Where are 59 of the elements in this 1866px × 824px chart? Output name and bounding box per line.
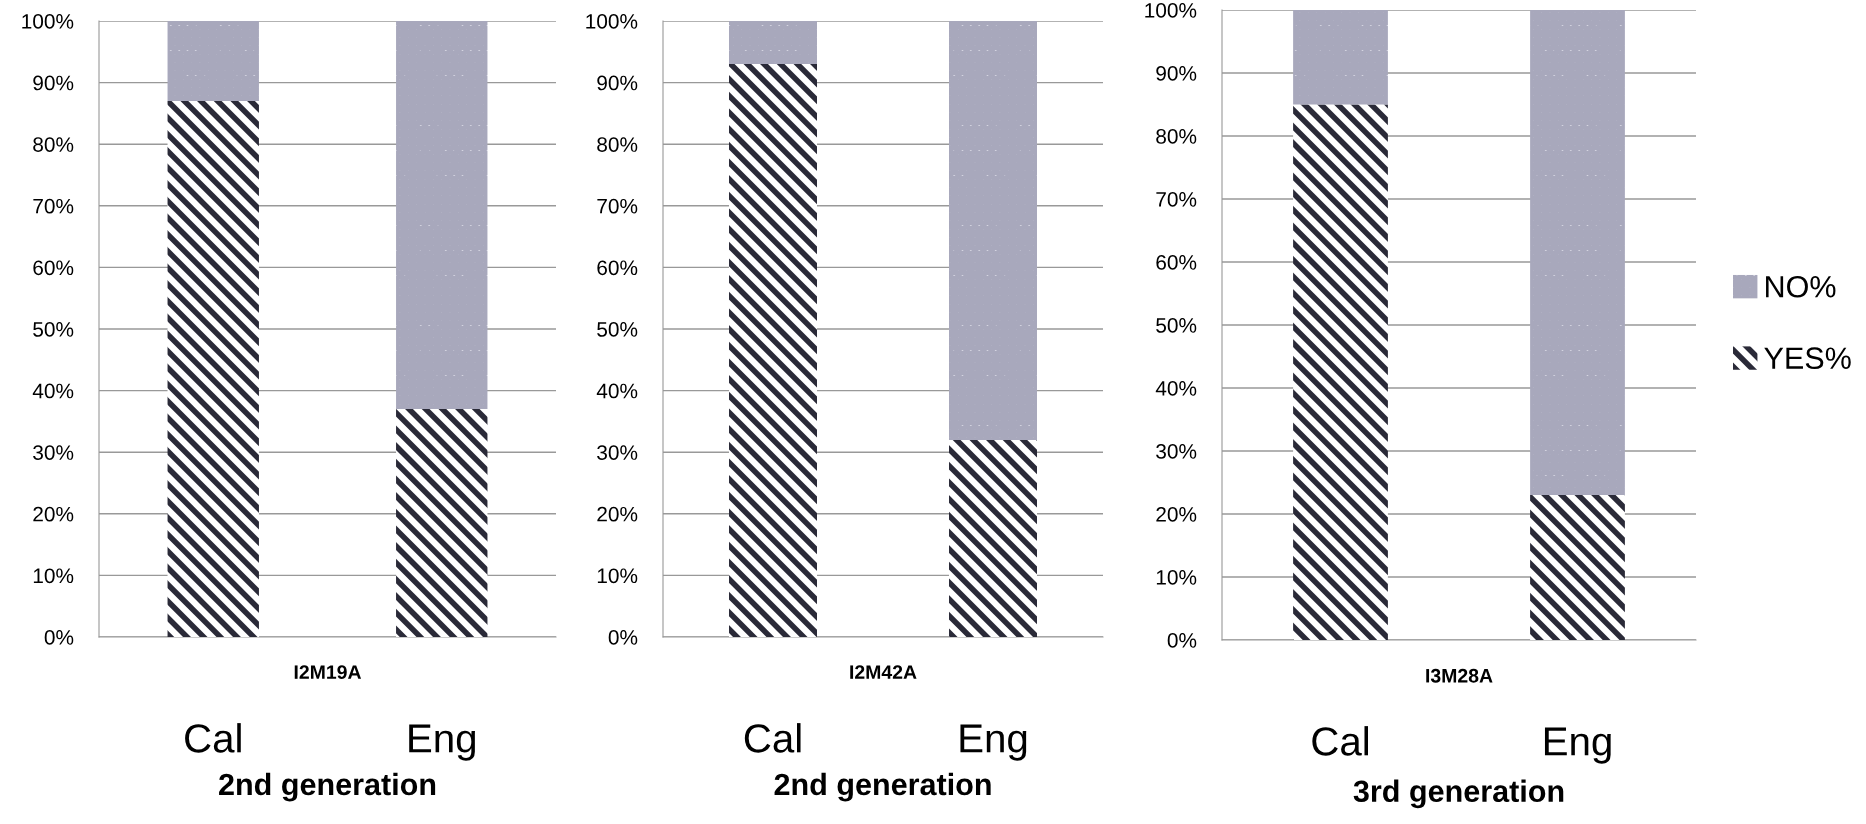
- y-tick-label: 70%: [597, 198, 638, 214]
- y-tick-label: 10%: [33, 568, 74, 584]
- y-tick-label: 30%: [597, 445, 638, 460]
- bar: [1530, 495, 1625, 640]
- bar: [729, 64, 817, 637]
- y-tick-label: 60%: [597, 260, 638, 276]
- y-tick-label: 80%: [597, 137, 638, 152]
- y-tick-label: 80%: [1156, 129, 1197, 144]
- y-tick-label: 60%: [1156, 255, 1197, 270]
- x-tick-label: Cal: [1312, 726, 1369, 756]
- bar: [1293, 104, 1388, 640]
- x-tick-label: Eng: [409, 724, 475, 761]
- y-tick-label: 50%: [597, 322, 638, 337]
- y-tick-label: 20%: [597, 506, 638, 522]
- y-tick-label: 0%: [44, 630, 74, 645]
- bar: [949, 21, 1037, 440]
- bar: [396, 21, 488, 410]
- y-tick-label: 40%: [32, 383, 74, 399]
- y-tick-label: 40%: [1155, 381, 1197, 396]
- x-tick-label: Eng: [1544, 727, 1611, 764]
- y-tick-label: 30%: [1156, 444, 1197, 459]
- bar: [1530, 10, 1625, 496]
- y-tick-label: 0%: [1167, 633, 1197, 648]
- y-tick-label: 60%: [33, 260, 74, 276]
- y-tick-label: 100%: [1145, 3, 1197, 18]
- x-axis-title: I3M28A: [1426, 668, 1493, 683]
- text: 2nd generation: [219, 772, 436, 802]
- bar: [396, 409, 488, 637]
- y-tick-label: 90%: [597, 75, 638, 91]
- x-tick-label: Cal: [744, 723, 801, 753]
- y-tick-label: 40%: [596, 383, 638, 399]
- y-tick-label: 80%: [33, 137, 74, 152]
- y-tick-label: 20%: [1156, 507, 1197, 522]
- y-tick-label: 10%: [597, 568, 638, 584]
- y-tick-label: 10%: [1156, 570, 1197, 585]
- y-tick-label: 50%: [1156, 318, 1197, 333]
- bar: [1293, 10, 1388, 105]
- y-tick-label: 50%: [33, 322, 74, 337]
- bar: [167, 21, 259, 102]
- y-tick-label: 70%: [33, 198, 74, 214]
- bar: [949, 439, 1037, 637]
- y-tick-label: 0%: [608, 630, 638, 645]
- y-tick-label: 100%: [586, 14, 638, 29]
- bar: [729, 21, 817, 65]
- legend-label: NO%: [1766, 275, 1836, 298]
- text: 2nd generation: [774, 772, 991, 802]
- x-tick-label: Cal: [185, 723, 241, 753]
- y-tick-label: 20%: [33, 506, 74, 522]
- text: 3rd generation: [1353, 779, 1564, 809]
- y-tick-label: 90%: [33, 75, 74, 91]
- y-tick-label: 90%: [1156, 66, 1197, 81]
- x-tick-label: Eng: [960, 724, 1027, 761]
- x-axis-title: I2M19A: [294, 665, 362, 679]
- x-axis-title: I2M42A: [850, 665, 917, 679]
- legend-label: YES%: [1764, 347, 1851, 369]
- y-tick-label: 100%: [22, 14, 74, 29]
- y-tick-label: 70%: [1156, 192, 1197, 207]
- y-tick-label: 30%: [33, 445, 74, 460]
- bar: [167, 101, 259, 637]
